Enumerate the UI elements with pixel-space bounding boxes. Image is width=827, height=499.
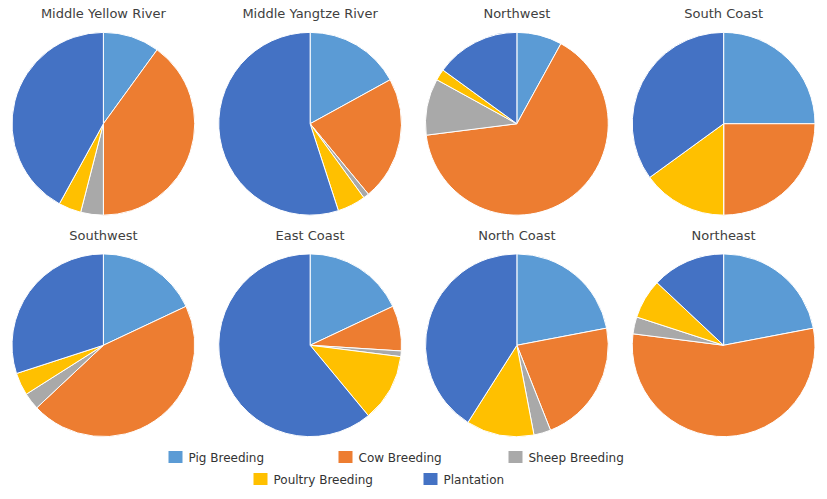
pie-slices — [632, 254, 815, 437]
legend-label: Cow Breeding — [359, 451, 442, 465]
pie-slice — [219, 254, 369, 437]
pie-slices — [12, 254, 195, 437]
pie-slice — [724, 124, 815, 215]
legend-label: Poultry Breeding — [274, 473, 374, 487]
legend-label: Sheep Breeding — [529, 451, 624, 465]
pie-title: South Coast — [684, 6, 763, 21]
legend-label: Plantation — [444, 473, 505, 487]
pie-slice — [12, 32, 103, 203]
pie-slice — [443, 32, 517, 123]
pie-slice — [426, 254, 517, 423]
pie-panel: Northeast — [632, 228, 815, 437]
legend-item: Poultry Breeding — [254, 473, 374, 487]
pie-slices — [12, 32, 195, 215]
chart: Middle Yellow River Middle Yangtze River N… — [0, 0, 827, 499]
pie-panel: South Coast — [632, 6, 815, 215]
pie-title: North Coast — [478, 228, 555, 243]
pie-slices — [219, 254, 402, 437]
pie-panel: Southwest — [12, 228, 195, 437]
pie-slice — [219, 32, 339, 215]
legend-swatch — [424, 473, 438, 485]
legend: Pig Breeding Cow Breeding Sheep Breeding Po… — [169, 451, 624, 487]
legend-item: Sheep Breeding — [509, 451, 624, 465]
legend-item: Cow Breeding — [339, 451, 442, 465]
pie-slice — [103, 50, 194, 215]
pie-panel: Northwest — [426, 6, 609, 215]
legend-item: Pig Breeding — [169, 451, 265, 465]
pie-panel: North Coast — [426, 228, 609, 437]
pie-slice — [12, 254, 103, 374]
legend-label: Pig Breeding — [189, 451, 265, 465]
pie-panel: Middle Yellow River — [12, 6, 195, 215]
legend-swatch — [509, 451, 523, 463]
legend-swatch — [254, 473, 268, 485]
legend-swatch — [339, 451, 353, 463]
pie-slices — [426, 254, 609, 437]
pie-title: Middle Yellow River — [41, 6, 167, 21]
pie-title: Northwest — [483, 6, 550, 21]
legend-swatch — [169, 451, 183, 463]
pie-slice — [632, 32, 723, 177]
pie-slice — [724, 32, 815, 123]
pie-title: Middle Yangtze River — [242, 6, 378, 21]
pie-panel: Middle Yangtze River — [219, 6, 402, 215]
pie-title: East Coast — [276, 228, 345, 243]
pie-slice — [310, 306, 401, 351]
pie-slices — [219, 32, 402, 215]
pie-title: Northeast — [692, 228, 756, 243]
pie-panel: East Coast — [219, 228, 402, 437]
legend-item: Plantation — [424, 473, 505, 487]
pie-slices — [632, 32, 815, 215]
pie-slice — [657, 254, 724, 345]
pie-title: Southwest — [69, 228, 137, 243]
pie-slices — [426, 32, 609, 215]
